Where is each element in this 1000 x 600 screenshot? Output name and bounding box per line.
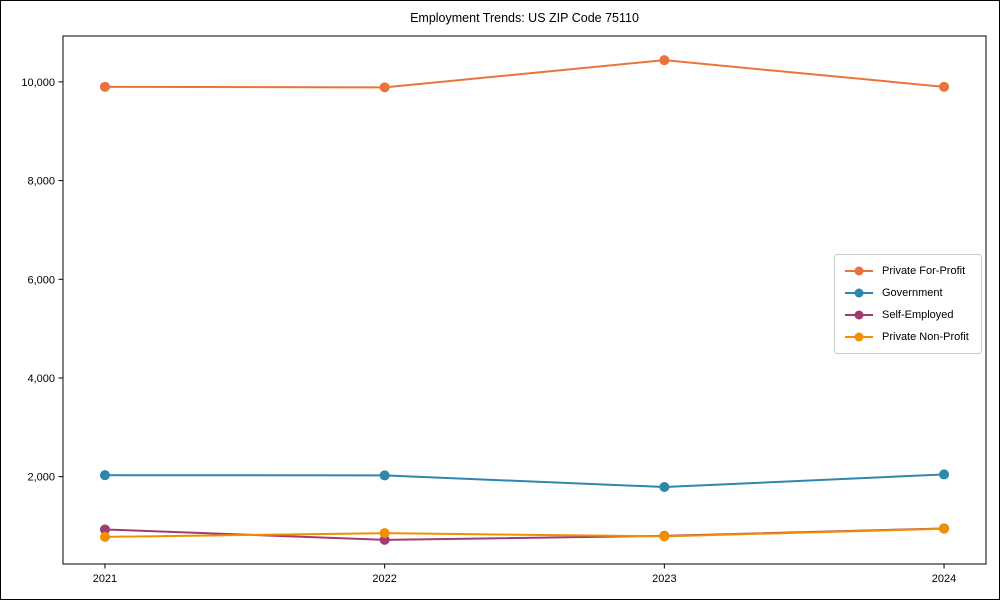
chart-title: Employment Trends: US ZIP Code 75110 [410,11,639,25]
data-point-private-for-profit-2021 [99,81,110,92]
legend-item: Private For-Profit [844,260,974,282]
data-point-private-for-profit-2023 [659,55,670,66]
data-point-private-non-profit-2021 [99,531,110,542]
x-tick-label: 2023 [652,573,676,585]
series-line-private-non-profit [103,527,946,538]
legend-label: Private Non-Profit [882,331,969,343]
data-point-private-for-profit-2022 [379,82,390,93]
series-line-private-for-profit [103,59,946,89]
axes-frame [62,35,987,565]
legend-label: Private For-Profit [882,265,966,277]
y-tick-label: 8,000 [27,176,55,188]
legend-label: Self-Employed [882,309,954,321]
data-point-private-non-profit-2024 [939,523,950,534]
x-tick-label: 2024 [932,573,956,585]
y-tick-label: 6,000 [27,274,55,286]
series-line-government [103,473,946,489]
data-point-self-employed-2021 [99,524,110,535]
data-point-private-for-profit-2024 [939,81,950,92]
data-point-private-non-profit-2022 [379,528,390,539]
data-point-private-non-profit-2023 [659,531,670,542]
legend: Private For-Profit Government Self-Employe… [834,254,982,354]
legend-marker-icon [845,332,873,342]
data-point-government-2024 [939,469,950,480]
y-tick-label: 4,000 [27,373,55,385]
x-tick-label: 2022 [372,573,396,585]
data-point-government-2021 [99,470,110,481]
data-point-government-2023 [659,482,670,493]
legend-item: Self-Employed [844,304,974,326]
data-point-government-2022 [379,470,390,481]
legend-marker-icon [845,310,873,320]
y-tick-label: 2,000 [27,472,55,484]
y-tick-label: 10,000 [21,77,55,89]
legend-item: Private Non-Profit [844,326,974,348]
legend-marker-icon [845,288,873,298]
legend-item: Government [844,282,974,304]
legend-marker-icon [845,266,873,276]
legend-label: Government [882,287,943,299]
x-tick-label: 2021 [93,573,117,585]
